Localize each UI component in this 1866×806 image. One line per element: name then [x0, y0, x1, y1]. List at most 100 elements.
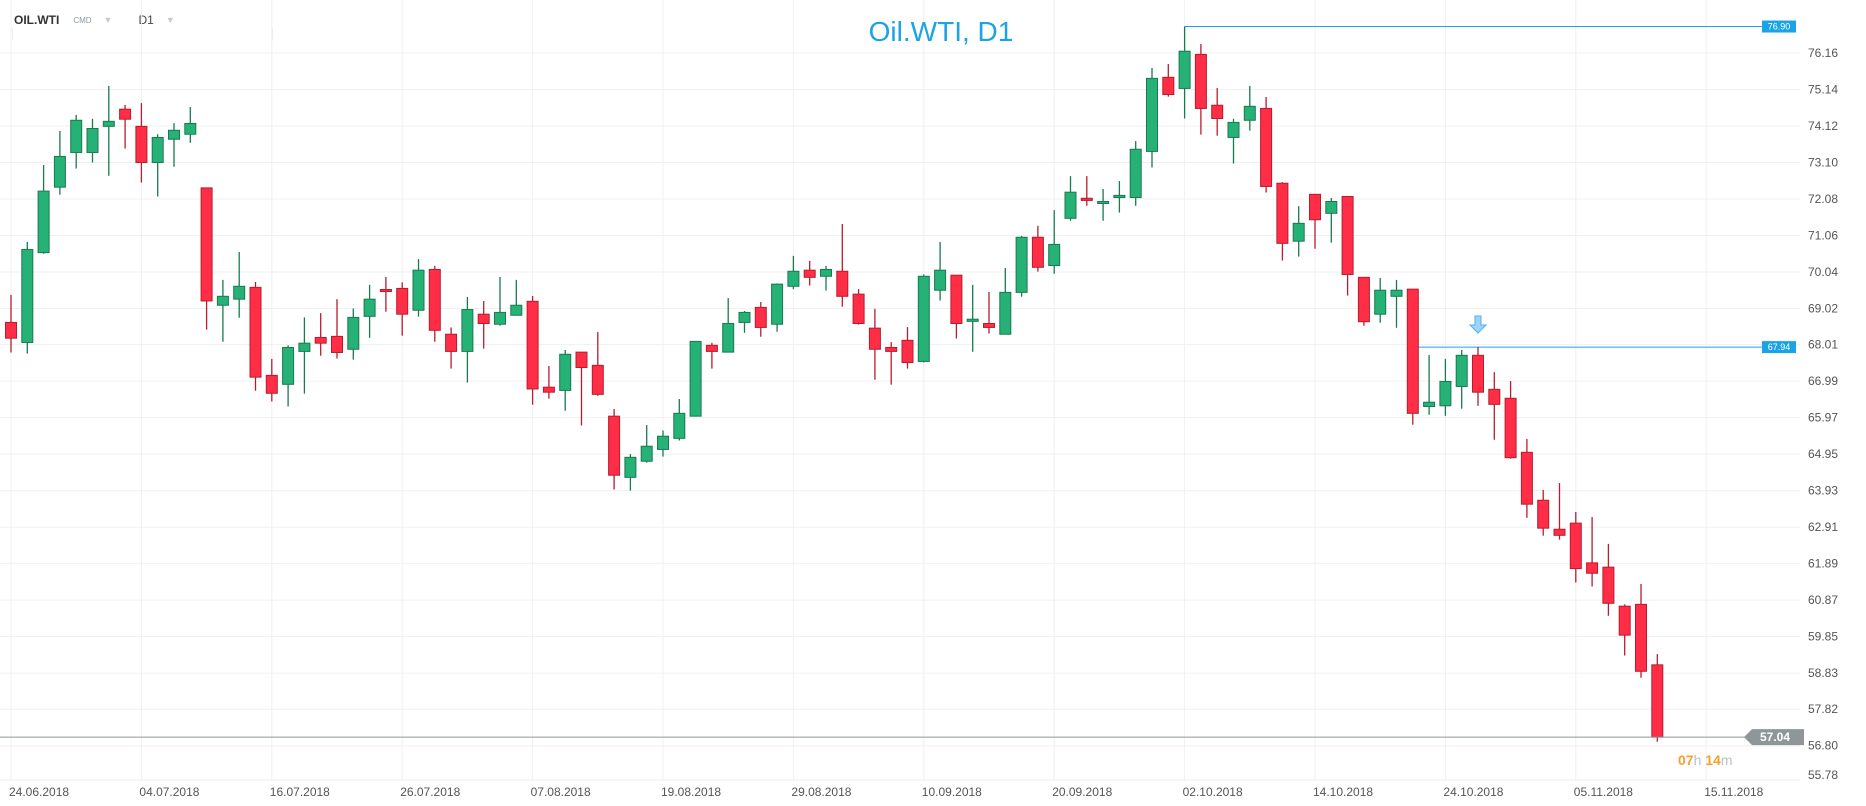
candle-body-up: [673, 412, 686, 439]
candle-body-down: [445, 333, 458, 352]
price-tick-label: 64.95: [1808, 447, 1838, 461]
date-tick-label: 20.09.2018: [1052, 785, 1112, 799]
date-tick-label: 14.10.2018: [1313, 785, 1373, 799]
candle-body-up: [347, 316, 360, 350]
date-tick-label: 07.08.2018: [531, 785, 591, 799]
date-tick-label: 04.07.2018: [139, 785, 199, 799]
symbol-label[interactable]: OIL.WTI: [14, 13, 60, 27]
candle-body-up: [1292, 222, 1305, 242]
date-tick-label: 26.07.2018: [400, 785, 460, 799]
candle-body-down: [1406, 288, 1419, 414]
candle-body-up: [70, 119, 83, 153]
candle-body-up: [1015, 236, 1028, 293]
candle-body-down: [119, 108, 132, 120]
candle-body-up: [820, 268, 832, 277]
price-tick-label: 61.89: [1808, 557, 1838, 571]
price-tick-label: 57.82: [1808, 702, 1838, 716]
date-tick-label: 16.07.2018: [270, 785, 330, 799]
candle-body-down: [1537, 499, 1550, 529]
date-tick-label: 19.08.2018: [661, 785, 721, 799]
candle-body-down: [1080, 197, 1093, 201]
price-tick-label: 58.83: [1808, 666, 1838, 680]
date-tick-label: 24.06.2018: [9, 785, 69, 799]
candle-body-up: [1455, 354, 1468, 387]
candle-body-up: [966, 318, 979, 322]
timeframe-selector[interactable]: D1: [138, 13, 154, 27]
level-badge-label: 76.90: [1768, 22, 1791, 32]
candle-body-down: [428, 268, 441, 331]
candle-body-up: [640, 445, 653, 462]
candle-body-up: [1048, 243, 1061, 267]
candle-body-down: [526, 300, 539, 390]
candle-body-up: [1325, 200, 1338, 214]
candle-body-down: [200, 187, 213, 302]
candle-body-down: [1162, 76, 1175, 96]
candle-body-down: [1357, 276, 1370, 323]
candle-body-up: [510, 304, 523, 316]
date-tick-label: 15.11.2018: [1704, 785, 1763, 799]
candle-body-up: [722, 322, 735, 353]
candle-body-up: [657, 435, 669, 450]
candle-body-up: [363, 298, 376, 317]
candle-body-down: [803, 269, 816, 278]
candle-body-up: [282, 346, 295, 385]
candle-body-up: [37, 190, 50, 254]
candle-body-down: [1520, 451, 1533, 505]
candle-body-up: [151, 136, 164, 163]
candle-body-up: [917, 275, 930, 362]
candle-body-down: [249, 286, 262, 378]
date-tick-label: 29.08.2018: [791, 785, 851, 799]
candle-body-up: [1439, 380, 1452, 407]
candle-body-up: [787, 270, 800, 287]
category-dropdown-icon[interactable]: ▼: [103, 15, 113, 25]
candle-body-up: [1146, 77, 1158, 152]
category-label: CMD: [73, 15, 92, 25]
candle-body-up: [168, 129, 180, 140]
candle-body-down: [1309, 193, 1321, 221]
current-price-label: 57.04: [1760, 730, 1790, 744]
price-tick-label: 71.06: [1808, 228, 1838, 242]
level-badge: [1762, 341, 1796, 354]
candle-body-up: [494, 311, 506, 325]
candle-body-down: [1569, 522, 1582, 570]
candle-body-up: [1243, 105, 1256, 121]
price-tick-label: 70.04: [1808, 265, 1838, 279]
candle-body-down: [331, 335, 343, 353]
divider: [272, 28, 273, 40]
timeframe-dropdown-icon[interactable]: ▼: [165, 15, 175, 25]
price-tick-label: 60.87: [1808, 593, 1838, 607]
price-tick-label: 68.01: [1808, 338, 1838, 352]
candle-body-up: [1227, 121, 1240, 138]
candle-body-down: [950, 274, 963, 324]
candle-body-down: [379, 289, 392, 293]
candle-body-down: [1504, 397, 1517, 459]
candle-body-down: [1194, 53, 1207, 109]
candle-body-up: [1423, 401, 1436, 408]
candle-body-down: [1618, 605, 1631, 636]
price-tick-label: 69.02: [1808, 301, 1838, 315]
price-tick-label: 72.08: [1808, 192, 1838, 206]
candle-body-down: [1651, 664, 1664, 738]
candle-body-down: [5, 321, 17, 339]
candle-body-up: [689, 340, 702, 417]
candle-body-up: [624, 456, 637, 478]
candle-body-up: [934, 269, 947, 291]
price-tick-label: 59.85: [1808, 630, 1838, 644]
candle-body-up: [233, 285, 246, 300]
candle-body-down: [1341, 195, 1354, 275]
candle-body-down: [135, 125, 148, 163]
candle-body-down: [265, 374, 278, 394]
candle-body-down: [1031, 236, 1044, 268]
price-tick-label: 63.93: [1808, 484, 1838, 498]
price-tick-label: 73.10: [1808, 155, 1838, 169]
candle-body-down: [983, 322, 995, 328]
candle-body-down: [608, 415, 621, 476]
price-tick-label: 75.14: [1808, 82, 1838, 96]
candle-body-up: [102, 120, 115, 127]
candle-body-down: [1635, 603, 1647, 672]
candle-body-down: [836, 270, 849, 297]
candle-body-down: [542, 386, 555, 393]
candle-body-up: [738, 311, 751, 323]
candle-body-up: [1178, 50, 1191, 89]
